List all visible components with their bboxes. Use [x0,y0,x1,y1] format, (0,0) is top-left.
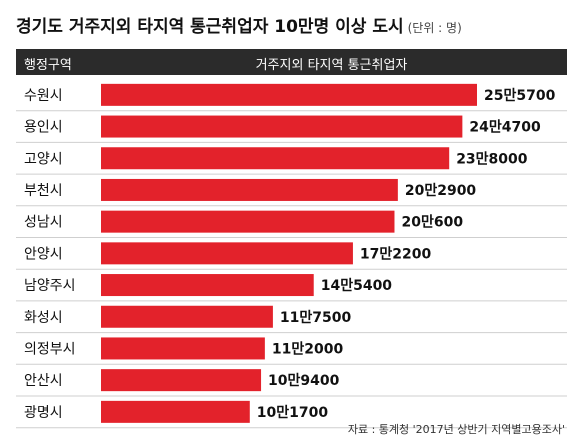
value-label: 14만5400 [321,278,393,294]
chart-title: 경기도 거주지외 타지역 통근취업자 10만명 이상 도시 (단위 : 명) [16,12,462,37]
bar [101,400,250,423]
table-header: 행정구역 거주지외 타지역 통근취업자 [16,49,567,75]
category-label: 남양주시 [24,278,76,294]
bar [101,115,463,138]
value-label: 20만600 [401,215,463,231]
bar [101,147,450,170]
category-label: 용인시 [24,120,63,136]
category-label: 의정부시 [24,341,76,357]
bar [101,178,398,201]
value-label: 11만7500 [280,310,352,326]
value-label: 24만4700 [469,120,541,136]
category-label: 안양시 [24,246,63,262]
bar [101,83,477,106]
header-commuters: 거주지외 타지역 통근취업자 [255,58,408,73]
value-label: 25만5700 [484,88,556,104]
bar [101,242,353,265]
category-label: 부천시 [24,183,63,199]
bar [101,337,265,360]
bar [101,210,395,233]
header-region: 행정구역 [24,58,72,73]
value-label: 17만2200 [360,246,432,262]
value-label: 10만9400 [268,373,340,389]
category-label: 수원시 [24,88,63,104]
category-label: 광명시 [24,405,63,421]
category-label: 고양시 [24,151,63,167]
value-label: 10만1700 [257,405,329,421]
bar [101,305,273,328]
category-label: 화성시 [24,310,63,326]
category-label: 성남시 [24,215,63,231]
title-text: 경기도 거주지외 타지역 통근취업자 10만명 이상 도시 [16,17,404,37]
value-label: 11만2000 [272,341,344,357]
source-note: 자료 : 통계청 '2017년 상반기 지역별고용조사' [347,423,565,436]
value-label: 23만8000 [456,151,528,167]
unit-label: (단위 : 명) [407,21,462,35]
bar [101,369,262,392]
value-label: 20만2900 [405,183,477,199]
bar [101,274,314,297]
category-label: 안산시 [24,373,63,389]
